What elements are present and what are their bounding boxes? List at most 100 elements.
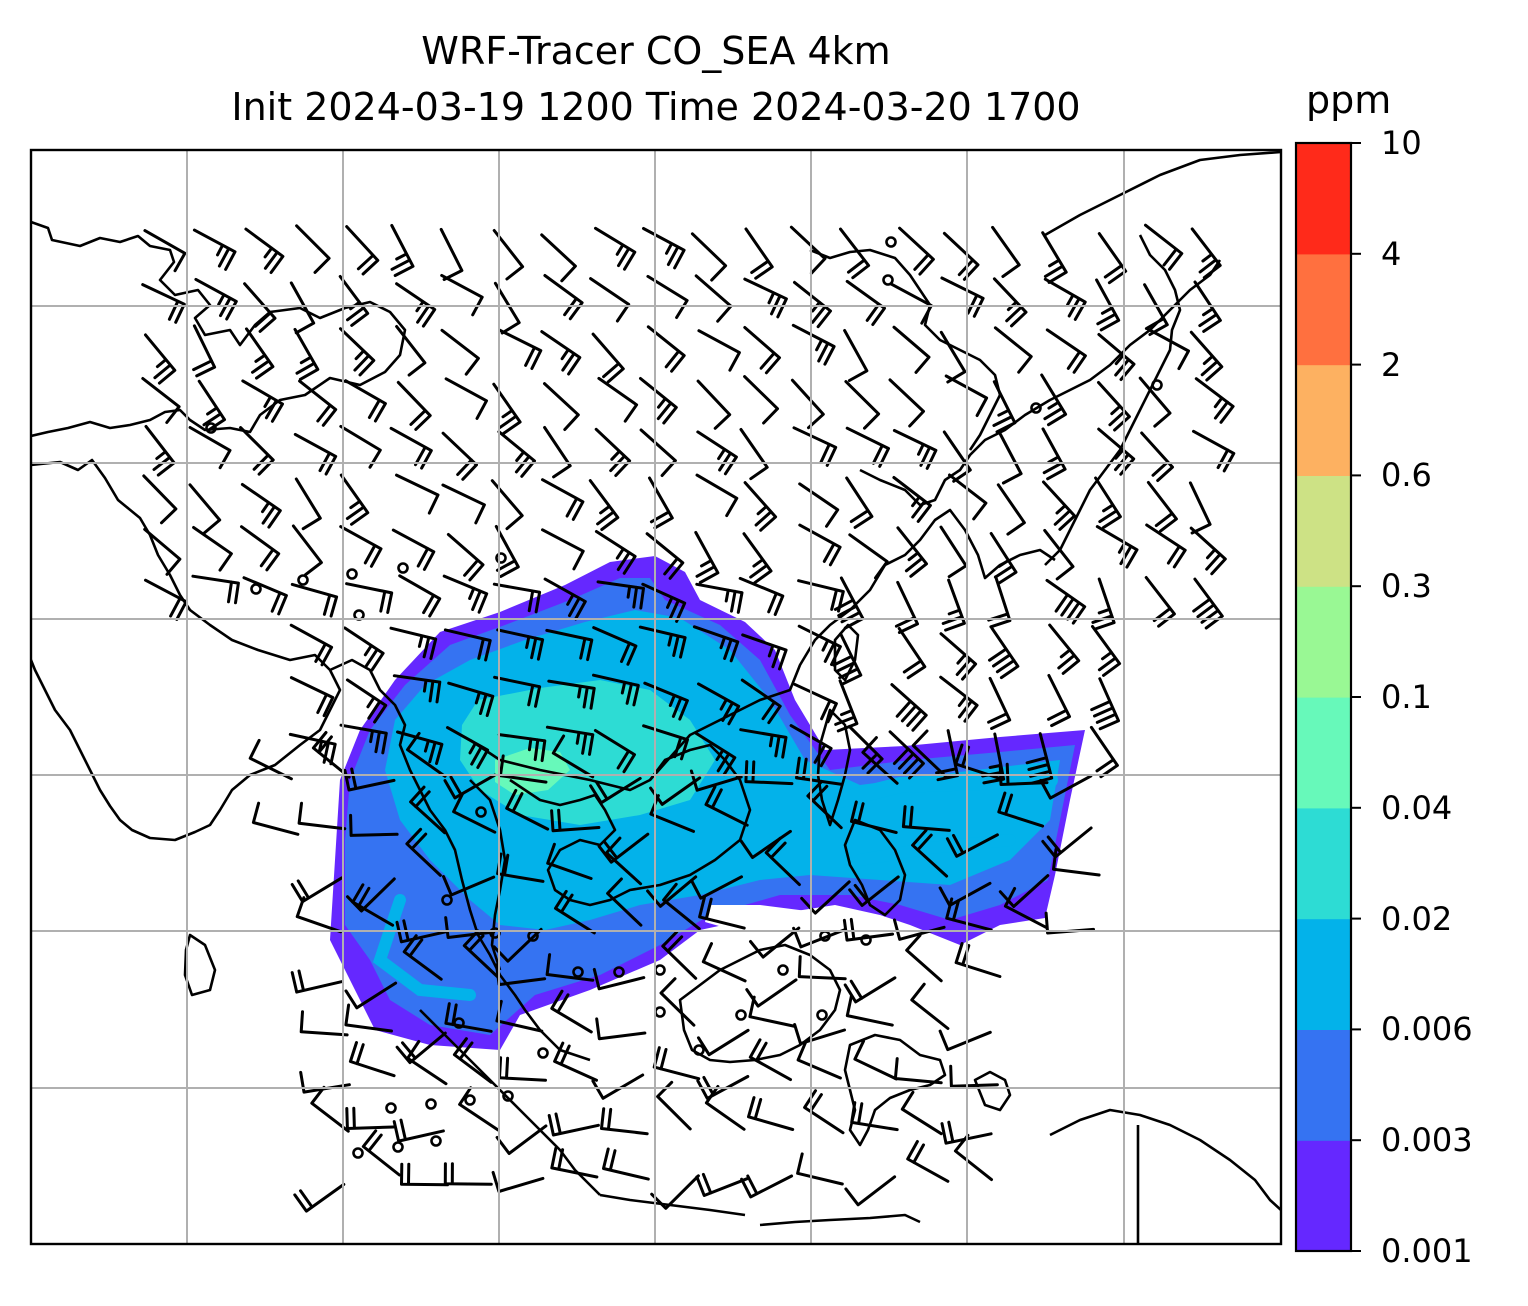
wind-barb bbox=[392, 674, 442, 704]
wind-barb bbox=[251, 801, 300, 836]
wind-barb bbox=[696, 430, 738, 476]
colorbar-segment bbox=[1296, 918, 1351, 1030]
wind-barb bbox=[848, 875, 900, 907]
wind-barb bbox=[446, 533, 485, 582]
colorbar-segment bbox=[1296, 475, 1351, 587]
wind-barb bbox=[905, 933, 943, 983]
wind-barb bbox=[850, 800, 898, 834]
colorbar-segment bbox=[1296, 1140, 1351, 1252]
wind-barb bbox=[641, 582, 687, 623]
wind-barb bbox=[800, 880, 851, 915]
wind-barb bbox=[458, 1086, 500, 1132]
wind-barb bbox=[1045, 578, 1087, 625]
wind-barb bbox=[497, 430, 536, 478]
wind-barb bbox=[596, 580, 645, 610]
wind-barb bbox=[744, 227, 774, 280]
wind-barb bbox=[245, 327, 275, 380]
wind-barb bbox=[656, 1080, 692, 1131]
coast-philippines-south bbox=[843, 818, 907, 917]
wind-barb bbox=[290, 876, 344, 904]
wind-barb bbox=[595, 1017, 647, 1041]
wind-barb bbox=[690, 875, 743, 900]
wind-barb bbox=[704, 785, 749, 827]
wind-barb bbox=[398, 574, 442, 618]
wind-barb bbox=[452, 792, 497, 834]
wind-barb bbox=[1190, 227, 1222, 280]
calm-wind-marker bbox=[613, 966, 625, 978]
wind-barb bbox=[704, 1085, 746, 1131]
wind-barb bbox=[594, 530, 637, 575]
wind-barb bbox=[1143, 283, 1169, 336]
wind-barb bbox=[444, 916, 496, 939]
wind-barb bbox=[844, 380, 881, 430]
wind-barb bbox=[894, 580, 919, 634]
colorbar-tick-label: 2 bbox=[1381, 345, 1402, 384]
wind-barb bbox=[591, 332, 625, 384]
wind-barb bbox=[498, 754, 548, 784]
wind-barb bbox=[1192, 429, 1236, 473]
wind-barb bbox=[239, 426, 275, 476]
wind-barb bbox=[1040, 373, 1068, 427]
wind-barb bbox=[439, 227, 464, 281]
wind-barb bbox=[893, 918, 946, 941]
wind-barb bbox=[588, 479, 620, 531]
wind-barb bbox=[642, 227, 686, 270]
coast-myanmar bbox=[329, 658, 591, 1062]
wind-barb bbox=[290, 582, 339, 618]
wind-barb bbox=[1097, 333, 1136, 381]
wind-barb bbox=[606, 877, 643, 927]
wind-barb bbox=[992, 380, 1017, 434]
wind-barb bbox=[289, 281, 316, 335]
wind-barb bbox=[898, 226, 935, 276]
wind-barb bbox=[589, 277, 631, 323]
wind-barb bbox=[240, 483, 282, 529]
wind-barb bbox=[349, 813, 399, 837]
wind-barb bbox=[861, 736, 899, 785]
wind-barb bbox=[551, 734, 595, 779]
calm-wind-marker bbox=[537, 1047, 549, 1059]
colorbar-segment bbox=[1296, 1029, 1351, 1141]
wind-barb bbox=[796, 1040, 842, 1080]
wind-barb bbox=[344, 379, 387, 423]
coast-japan-islands bbox=[1044, 234, 1182, 566]
wind-barb bbox=[1192, 577, 1224, 630]
wind-barb bbox=[543, 577, 587, 621]
calm-wind-marker bbox=[346, 568, 358, 580]
wind-barb bbox=[694, 531, 720, 584]
wind-barb bbox=[1043, 277, 1087, 321]
wind-barb bbox=[747, 1096, 795, 1131]
wind-barb bbox=[545, 953, 595, 982]
colorbar-tick-label: 0.02 bbox=[1381, 899, 1453, 938]
wind-barb bbox=[345, 1106, 395, 1130]
calm-wind-marker bbox=[860, 934, 872, 946]
wind-barb bbox=[288, 732, 337, 766]
wind-barb bbox=[540, 233, 577, 283]
wind-barb bbox=[339, 525, 383, 568]
wind-barb bbox=[744, 760, 794, 786]
colorbar-segment bbox=[1296, 364, 1351, 476]
wind-barb bbox=[553, 1041, 598, 1082]
colorbar bbox=[1294, 141, 1361, 1253]
wind-barb bbox=[547, 1112, 600, 1137]
wind-barb bbox=[896, 526, 928, 578]
wind-barb bbox=[345, 225, 380, 276]
wind-barb bbox=[297, 801, 347, 831]
wind-barb bbox=[845, 994, 894, 1027]
wind-barb bbox=[743, 481, 778, 532]
wind-barb bbox=[741, 633, 788, 671]
wind-barb bbox=[645, 532, 685, 580]
wind-barb bbox=[832, 632, 863, 686]
wind-barb bbox=[597, 376, 639, 423]
wind-barb bbox=[845, 476, 874, 529]
wind-barb bbox=[1138, 376, 1172, 428]
wind-barb bbox=[853, 1039, 898, 1081]
coast-java bbox=[599, 1193, 746, 1217]
wind-barb bbox=[291, 524, 323, 577]
calm-wind-marker bbox=[777, 964, 789, 976]
calm-wind-marker bbox=[392, 1141, 404, 1153]
calm-wind-marker bbox=[385, 1102, 397, 1114]
wind-barb bbox=[701, 942, 747, 983]
wind-barb bbox=[396, 380, 432, 431]
wind-barb bbox=[1091, 625, 1122, 677]
wind-barb bbox=[743, 277, 788, 319]
